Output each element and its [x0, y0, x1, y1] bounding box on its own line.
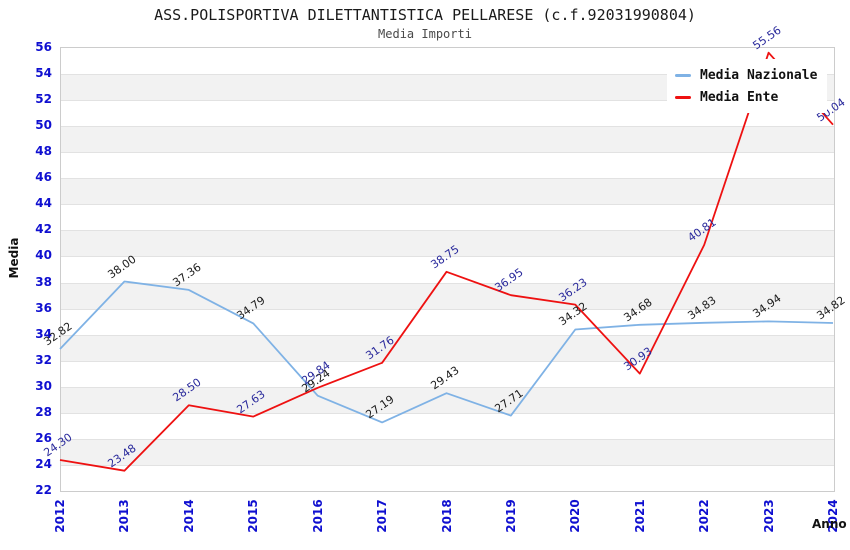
x-tick-label: 2014 [181, 499, 196, 533]
gridline [61, 464, 834, 466]
legend-label: Media Ente [700, 89, 779, 105]
x-tick-label: 2022 [697, 499, 712, 533]
x-tick-label: 2015 [246, 499, 261, 533]
y-tick-label: 30 [35, 378, 52, 393]
gridline [61, 308, 834, 310]
y-tick-label: 38 [35, 274, 52, 289]
x-tick-label: 2017 [375, 499, 390, 533]
gridline [61, 438, 834, 440]
gridline [61, 152, 834, 154]
chart-title: ASS.POLISPORTIVA DILETTANTISTICA PELLARE… [154, 6, 696, 24]
gridline [61, 412, 834, 414]
gridline [61, 204, 834, 206]
grid-band [61, 178, 834, 205]
y-tick-label: 56 [35, 40, 52, 54]
y-tick-label: 32 [35, 352, 52, 367]
grid-band [61, 438, 834, 465]
y-tick-label: 50 [35, 118, 52, 133]
y-tick-label: 24 [35, 456, 52, 471]
gridline [61, 256, 834, 258]
x-axis-title: Anno [812, 517, 847, 531]
chart-subtitle: Media Importi [378, 27, 472, 41]
gridline [61, 282, 834, 284]
y-tick-label: 28 [35, 404, 52, 419]
gridline [61, 74, 834, 76]
plot-area [60, 47, 835, 492]
y-tick-label: 46 [35, 170, 52, 185]
y-tick-label: 54 [35, 66, 52, 81]
legend-label: Media Nazionale [700, 67, 818, 83]
y-tick-label: 36 [35, 300, 52, 315]
y-tick-label: 42 [35, 222, 52, 237]
x-tick-label: 2016 [310, 499, 325, 533]
gridline [61, 334, 834, 336]
y-tick-label: 44 [35, 196, 52, 211]
x-tick-label: 2021 [632, 499, 647, 533]
gridline [61, 178, 834, 180]
y-tick-label: 48 [35, 144, 52, 159]
y-tick-label: 52 [35, 92, 52, 107]
series-line-media-nazionale [59, 280, 834, 424]
gridline [61, 100, 834, 102]
legend: Media Nazionale Media Ente [667, 59, 828, 113]
gridline [61, 230, 834, 232]
y-axis-title: Media [7, 237, 21, 279]
y-tick-label: 26 [35, 430, 52, 445]
series-lines [59, 51, 834, 472]
y-tick-label: 34 [35, 326, 52, 341]
y-tick-label: 40 [35, 248, 52, 263]
x-tick-label: 2013 [117, 499, 132, 533]
grid-band [61, 386, 834, 413]
grid-band [61, 334, 834, 361]
legend-swatch [675, 73, 691, 77]
series-line-media-ente [59, 51, 834, 472]
grid-band [61, 282, 834, 309]
x-tick-label: 2020 [568, 499, 583, 533]
y-tick-label: 22 [35, 483, 52, 497]
x-tick-label: 2019 [503, 499, 518, 533]
gridline [61, 126, 834, 128]
gridline [61, 360, 834, 362]
x-tick-label: 2023 [761, 499, 776, 533]
legend-item-media-nazionale: Media Nazionale [675, 64, 817, 86]
gridline [61, 386, 834, 388]
legend-swatch [675, 95, 691, 99]
x-tick-label: 2018 [439, 499, 454, 533]
grid-band [61, 126, 834, 153]
x-tick-label: 2012 [53, 499, 67, 533]
legend-item-media-ente: Media Ente [675, 86, 817, 108]
